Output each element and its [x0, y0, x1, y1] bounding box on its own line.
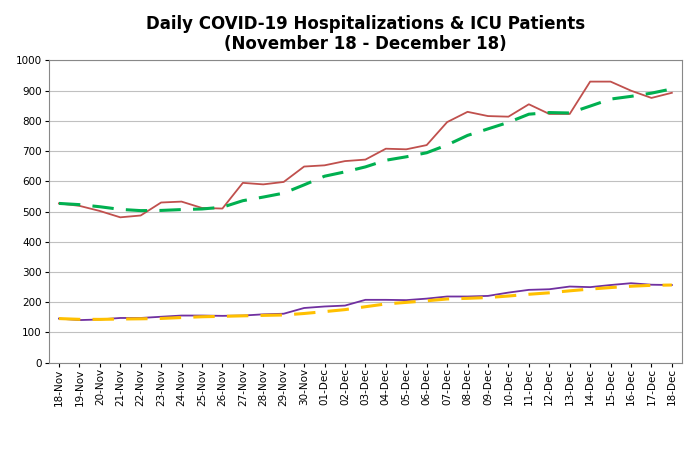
Title: Daily COVID-19 Hospitalizations & ICU Patients
(November 18 - December 18): Daily COVID-19 Hospitalizations & ICU Pa… [146, 14, 585, 53]
